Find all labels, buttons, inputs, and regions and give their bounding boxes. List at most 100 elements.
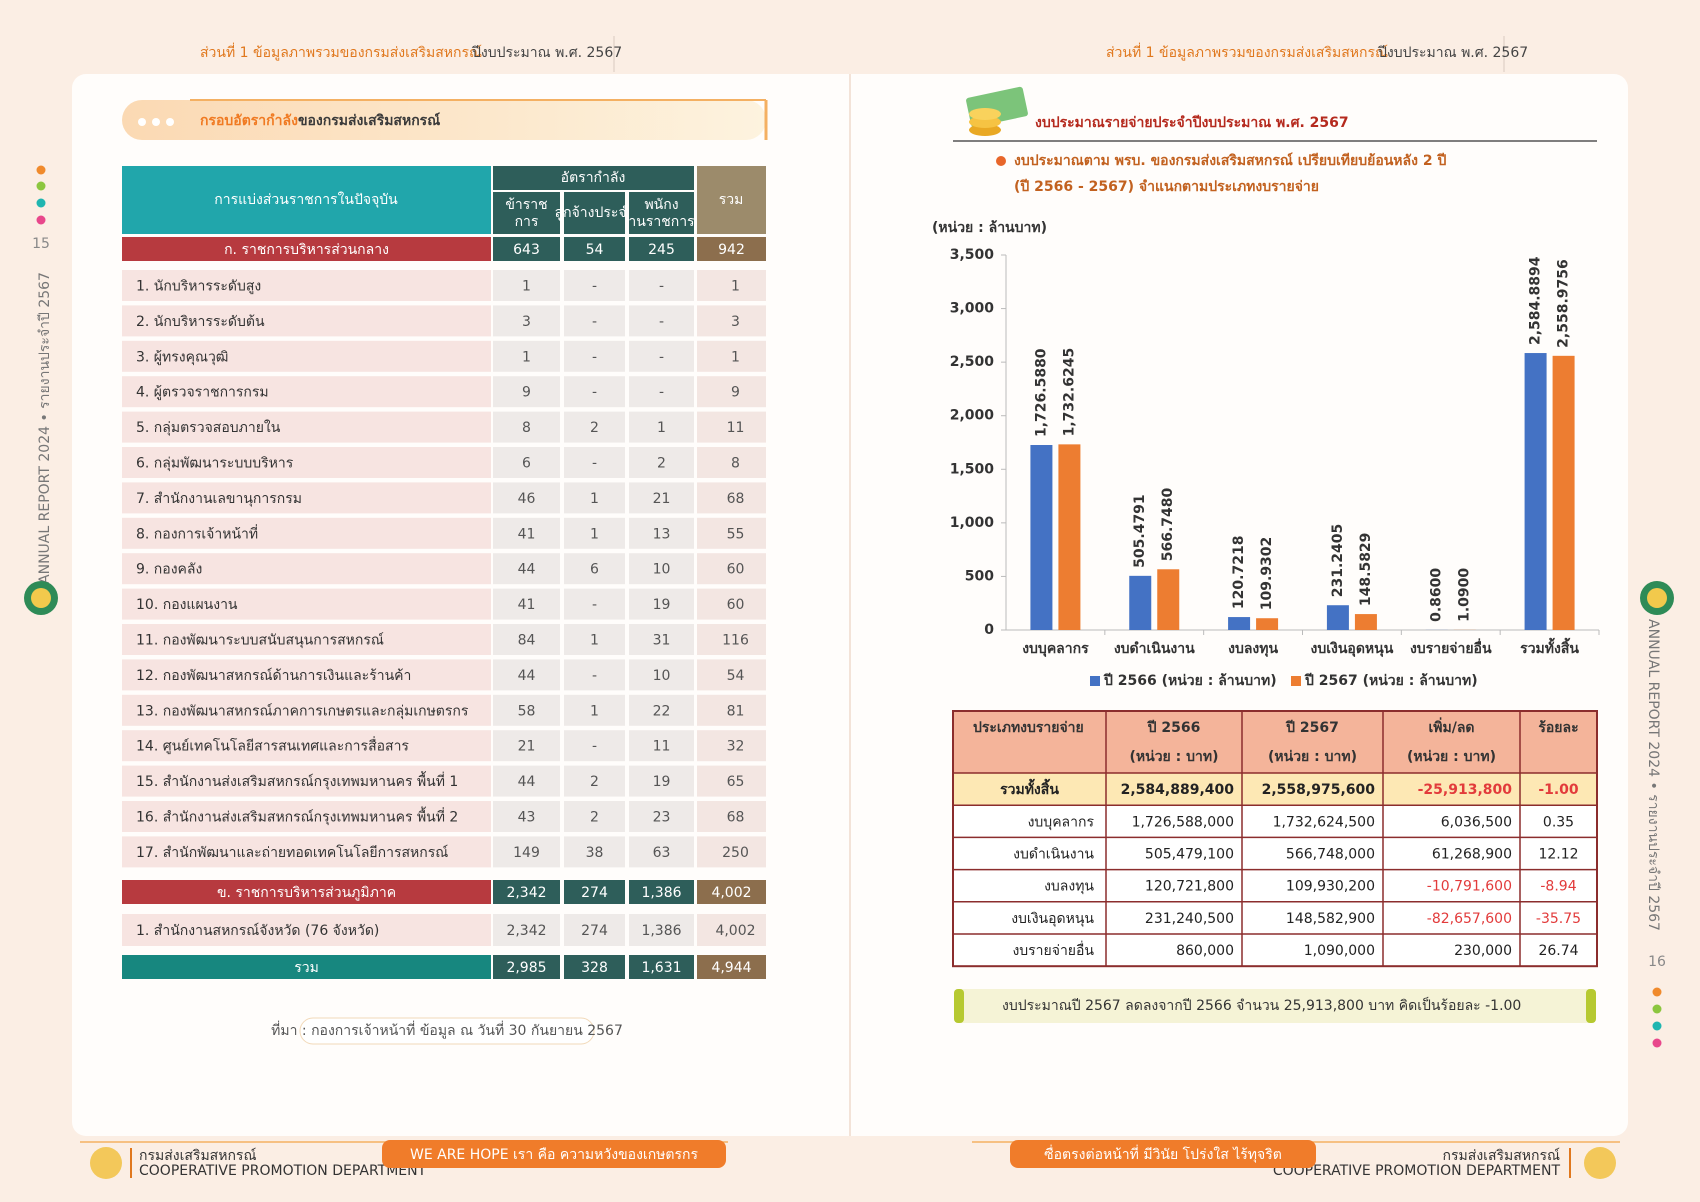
legend-swatch — [1291, 676, 1301, 686]
row-value: 22 — [653, 703, 671, 719]
row-name: 2. นักบริหารระดับต้น — [136, 314, 265, 330]
row-name: 1. นักบริหารระดับสูง — [136, 279, 261, 295]
table-cell — [629, 914, 694, 946]
table-cell — [697, 517, 766, 549]
section-text: ก. ราชการบริหารส่วนกลาง — [224, 242, 389, 258]
budget-row-bg — [953, 901, 1597, 934]
row-value: 1 — [590, 703, 599, 719]
bar — [1524, 353, 1547, 630]
budget-cell: งบบุคลากร — [1028, 814, 1095, 830]
value-label: 505.4791 — [1132, 494, 1148, 568]
header-text: พนักงานราชการ — [628, 197, 695, 230]
row-value: - — [592, 668, 597, 684]
row-value: 116 — [722, 633, 749, 649]
budget-cell: 230,000 — [1454, 943, 1512, 959]
budget-cell: 26.74 — [1538, 943, 1578, 959]
row-value: 9 — [731, 385, 740, 401]
budget-row-bg — [953, 773, 1597, 806]
row-value: 81 — [727, 703, 745, 719]
page-number: 16 — [1648, 954, 1666, 970]
side-text: ANNUAL REPORT 2024 • รายงานประจำปี 2567 — [1645, 619, 1661, 931]
table-cell — [564, 588, 625, 620]
bullet — [996, 156, 1006, 166]
table-cell — [629, 694, 694, 726]
row-value: 1 — [657, 420, 666, 436]
section-cell — [493, 955, 560, 979]
section-cell — [629, 237, 694, 261]
emblem — [24, 581, 1674, 615]
row-value: 44 — [518, 668, 536, 684]
row-value: - — [592, 739, 597, 755]
row-value: 6 — [522, 456, 531, 472]
header-part: ส่วนที่ 1 ข้อมูลภาพรวมของกรมส่งเสริมสหกร… — [200, 43, 482, 61]
row-value: 2 — [590, 420, 599, 436]
budget-cell: 505,479,100 — [1145, 847, 1234, 863]
row-value: 32 — [727, 739, 745, 755]
page-number: 15 — [32, 236, 50, 252]
table-cell — [564, 340, 625, 372]
budget-cell: 1,726,588,000 — [1132, 814, 1234, 830]
table-cell — [122, 801, 491, 832]
header-cell — [493, 166, 694, 190]
table-cell — [493, 694, 560, 726]
value-label: 1,726.5880 — [1033, 348, 1049, 437]
table-cell — [697, 305, 766, 337]
section-cell — [122, 955, 491, 979]
table-cell — [493, 517, 560, 549]
section-text: 2,342 — [506, 885, 546, 901]
table-cell — [629, 376, 694, 408]
row-name: 6. กลุ่มพัฒนาระบบบริหาร — [136, 456, 294, 472]
row-value: - — [592, 279, 597, 295]
table-cell — [629, 624, 694, 655]
row-value: 19 — [653, 597, 671, 613]
dot — [36, 181, 46, 191]
row-value: 1 — [731, 279, 740, 295]
table-cell — [697, 914, 766, 946]
table-cell — [697, 624, 766, 655]
table-cell — [629, 553, 694, 585]
money-icon — [966, 86, 1028, 136]
table-cell — [629, 517, 694, 549]
header-cell — [629, 192, 694, 234]
table-cell — [122, 694, 491, 726]
row-value: 1 — [590, 491, 599, 507]
section-cell — [564, 880, 625, 904]
budget-cell: งบเงินอุดหนุน — [1011, 911, 1094, 927]
budget-cell: -35.75 — [1536, 911, 1581, 927]
table-cell — [564, 447, 625, 478]
table-cell — [564, 411, 625, 443]
header-text: รวม — [719, 192, 744, 208]
row-value: 41 — [518, 526, 536, 542]
row-value: 13 — [653, 526, 671, 542]
section-cell — [493, 880, 560, 904]
header-cell — [122, 166, 491, 234]
dot — [1652, 1021, 1662, 1031]
table-cell — [493, 376, 560, 408]
banner-dot — [138, 118, 146, 126]
table-cell — [493, 836, 560, 868]
y-tick-label: 3,000 — [950, 301, 995, 317]
footer-logo — [90, 1147, 122, 1179]
header-year: ปีงบประมาณ พ.ศ. 2567 — [1378, 45, 1529, 61]
row-value: 10 — [653, 668, 671, 684]
table-cell — [122, 659, 491, 691]
table-cell — [697, 376, 766, 408]
table-cell — [493, 730, 560, 762]
row-value: 55 — [727, 526, 745, 542]
table-cell — [493, 624, 560, 655]
budget-cell: 12.12 — [1538, 847, 1578, 863]
table-cell — [629, 270, 694, 301]
table-cell — [564, 765, 625, 797]
table-cell — [122, 730, 491, 762]
table-cell — [564, 482, 625, 514]
bar — [1058, 444, 1081, 630]
x-tick-label: งบบุคลากร — [1022, 641, 1089, 657]
summary-bar — [954, 989, 1596, 1023]
section-text: 1,386 — [641, 885, 681, 901]
table-cell — [629, 836, 694, 868]
table-cell — [493, 447, 560, 478]
budget-cell: 1,732,624,500 — [1273, 814, 1375, 830]
table-cell — [564, 659, 625, 691]
budget-unit: (หน่วย : บาท) — [1268, 749, 1357, 765]
budget-cell: รวมทั้งสิ้น — [1000, 778, 1059, 798]
